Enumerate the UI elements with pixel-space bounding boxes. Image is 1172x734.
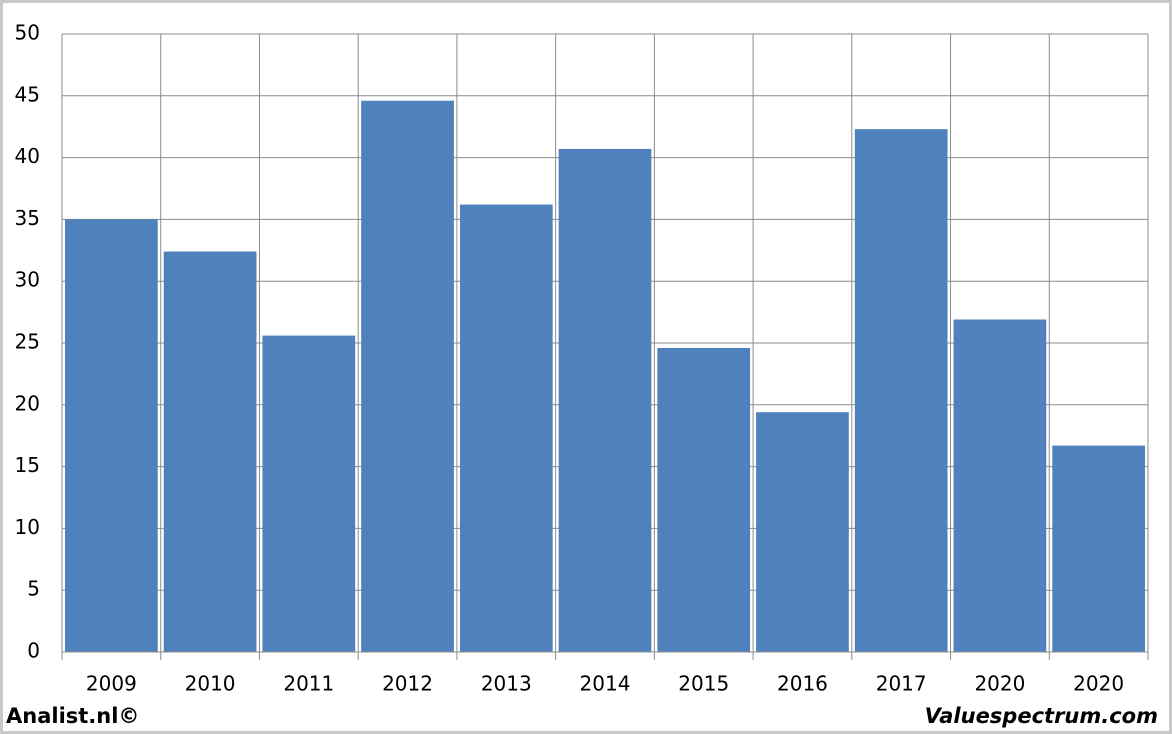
bar: [657, 347, 751, 652]
y-tick-label: 35: [15, 206, 40, 230]
y-tick-label: 15: [15, 453, 40, 477]
y-tick-label: 50: [15, 21, 40, 45]
x-tick-label: 2015: [678, 672, 729, 696]
bar: [262, 335, 356, 652]
x-tick-label: 2009: [86, 672, 137, 696]
x-tick-label: 2011: [283, 672, 334, 696]
y-tick-label: 40: [15, 144, 40, 168]
credit-right: Valuespectrum.com: [925, 704, 1158, 728]
x-tick-label: 2014: [580, 672, 631, 696]
bar: [163, 251, 257, 652]
x-tick-label: 2016: [777, 672, 828, 696]
x-tick-label: 2010: [185, 672, 236, 696]
bar: [854, 129, 948, 652]
x-tick-label: 2012: [382, 672, 433, 696]
x-tick-label: 2013: [481, 672, 532, 696]
y-tick-label: 25: [15, 330, 40, 354]
y-tick-label: 20: [15, 391, 40, 415]
bar: [459, 204, 553, 652]
bar: [1052, 445, 1145, 652]
y-tick-label: 10: [15, 515, 40, 539]
bar: [558, 148, 652, 652]
x-tick-label: 2020: [1073, 672, 1124, 696]
bar: [65, 219, 158, 652]
bar: [756, 412, 849, 652]
bar: [953, 319, 1047, 652]
y-tick-label: 30: [15, 268, 40, 292]
bar: [361, 100, 454, 652]
x-tick-label: 2020: [974, 672, 1025, 696]
x-tick-label: 2017: [876, 672, 927, 696]
y-tick-label: 0: [27, 639, 40, 663]
y-tick-label: 5: [27, 577, 40, 601]
y-tick-label: 45: [15, 82, 40, 106]
credit-left: Analist.nl©: [6, 704, 139, 728]
